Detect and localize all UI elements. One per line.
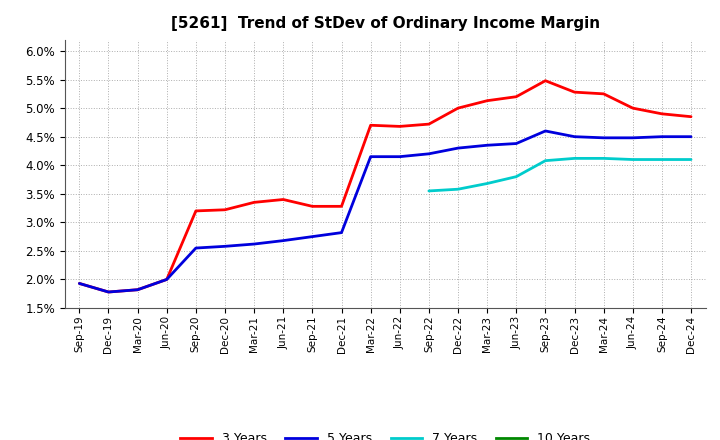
5 Years [570, 134, 579, 139]
3 Years [250, 200, 258, 205]
3 Years [483, 98, 492, 103]
7 Years [454, 187, 462, 192]
5 Years [220, 244, 229, 249]
5 Years [250, 242, 258, 247]
Line: 7 Years: 7 Years [429, 158, 691, 191]
5 Years [541, 128, 550, 134]
5 Years [366, 154, 375, 159]
5 Years [192, 246, 200, 251]
5 Years [425, 151, 433, 157]
5 Years [308, 234, 317, 239]
3 Years [541, 78, 550, 83]
3 Years [599, 91, 608, 96]
7 Years [483, 181, 492, 186]
7 Years [629, 157, 637, 162]
3 Years [337, 204, 346, 209]
3 Years [454, 106, 462, 111]
3 Years [425, 121, 433, 127]
3 Years [308, 204, 317, 209]
5 Years [454, 146, 462, 151]
Legend: 3 Years, 5 Years, 7 Years, 10 Years: 3 Years, 5 Years, 7 Years, 10 Years [176, 427, 595, 440]
7 Years [425, 188, 433, 194]
5 Years [104, 290, 113, 295]
Line: 5 Years: 5 Years [79, 131, 691, 292]
3 Years [192, 208, 200, 213]
3 Years [395, 124, 404, 129]
7 Years [570, 156, 579, 161]
5 Years [512, 141, 521, 146]
5 Years [483, 143, 492, 148]
3 Years [75, 281, 84, 286]
5 Years [395, 154, 404, 159]
3 Years [133, 287, 142, 292]
7 Years [512, 174, 521, 179]
3 Years [570, 89, 579, 95]
7 Years [657, 157, 666, 162]
3 Years [657, 111, 666, 117]
3 Years [687, 114, 696, 119]
3 Years [629, 106, 637, 111]
5 Years [279, 238, 287, 243]
3 Years [512, 94, 521, 99]
5 Years [687, 134, 696, 139]
5 Years [657, 134, 666, 139]
3 Years [163, 277, 171, 282]
5 Years [629, 135, 637, 140]
7 Years [687, 157, 696, 162]
3 Years [366, 123, 375, 128]
5 Years [337, 230, 346, 235]
3 Years [220, 207, 229, 213]
Title: [5261]  Trend of StDev of Ordinary Income Margin: [5261] Trend of StDev of Ordinary Income… [171, 16, 600, 32]
3 Years [104, 290, 113, 295]
5 Years [599, 135, 608, 140]
5 Years [133, 287, 142, 292]
Line: 3 Years: 3 Years [79, 81, 691, 292]
5 Years [163, 277, 171, 282]
7 Years [599, 156, 608, 161]
5 Years [75, 281, 84, 286]
7 Years [541, 158, 550, 163]
3 Years [279, 197, 287, 202]
